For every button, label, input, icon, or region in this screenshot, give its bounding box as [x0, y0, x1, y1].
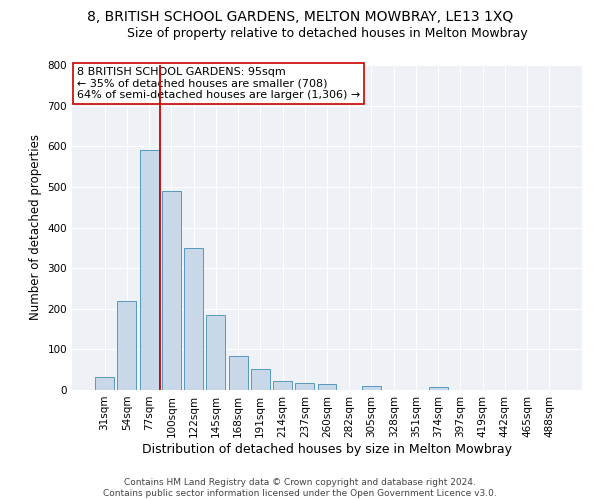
Bar [162, 191, 181, 390]
Bar [206, 315, 225, 390]
Bar [95, 377, 114, 390]
Bar [118, 300, 136, 390]
Bar [295, 383, 314, 390]
X-axis label: Distribution of detached houses by size in Melton Mowbray: Distribution of detached houses by size … [142, 442, 512, 456]
Text: Contains HM Land Registry data © Crown copyright and database right 2024.
Contai: Contains HM Land Registry data © Crown c… [103, 478, 497, 498]
Bar [251, 369, 270, 390]
Text: 8, BRITISH SCHOOL GARDENS, MELTON MOWBRAY, LE13 1XQ: 8, BRITISH SCHOOL GARDENS, MELTON MOWBRA… [87, 10, 513, 24]
Bar [184, 248, 203, 390]
Bar [317, 384, 337, 390]
Bar [429, 387, 448, 390]
Bar [273, 381, 292, 390]
Title: Size of property relative to detached houses in Melton Mowbray: Size of property relative to detached ho… [127, 27, 527, 40]
Bar [362, 386, 381, 390]
Text: 8 BRITISH SCHOOL GARDENS: 95sqm
← 35% of detached houses are smaller (708)
64% o: 8 BRITISH SCHOOL GARDENS: 95sqm ← 35% of… [77, 66, 361, 100]
Y-axis label: Number of detached properties: Number of detached properties [29, 134, 42, 320]
Bar [229, 356, 248, 390]
Bar [140, 150, 158, 390]
